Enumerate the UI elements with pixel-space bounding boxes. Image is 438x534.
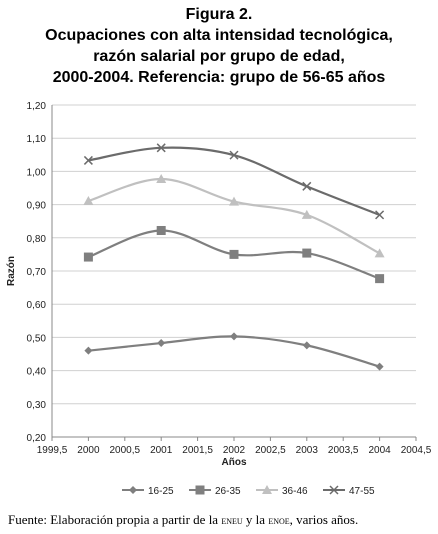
series-line-36-46: [88, 177, 381, 255]
y-tick-label: 0,90: [27, 201, 47, 212]
legend-label-36-46: 36-46: [282, 486, 308, 497]
point-26-35-2004: [375, 274, 385, 284]
y-tick-label: 0,60: [27, 300, 47, 311]
series-markers: [83, 143, 385, 371]
legend-label-16-25: 16-25: [148, 486, 174, 497]
x-tick-label: 2001,5: [182, 445, 213, 456]
x-tick-label: 2003,5: [328, 445, 359, 456]
y-tick-label: 1,20: [27, 101, 47, 112]
y-tick-label: 1,10: [27, 134, 47, 145]
title-line-2: razón salarial por grupo de edad,: [93, 48, 345, 65]
y-tick-label: 0,40: [27, 367, 47, 378]
source-suffix: , varios años.: [289, 512, 359, 527]
point-16-25-2000: [84, 346, 93, 355]
series-line-16-25: [88, 335, 380, 368]
legend-marker-26-35: [195, 485, 205, 495]
legend-marker-36-46: [262, 485, 272, 494]
source-middle: y la: [242, 512, 269, 527]
x-tick-label: 2001: [150, 445, 173, 456]
x-tick-label: 2002: [223, 445, 246, 456]
point-36-46-2000: [83, 195, 94, 205]
x-tick-label: 2004: [368, 445, 391, 456]
point-47-55-2000: [83, 155, 93, 165]
point-36-46-2002: [229, 196, 239, 206]
x-tick-label: 2004,5: [401, 445, 432, 456]
point-47-55-2003: [302, 181, 312, 191]
source-note: Fuente: Elaboración propia a partir de l…: [8, 512, 438, 528]
source-enoe: enoe: [268, 513, 290, 527]
legend-label-47-55: 47-55: [349, 486, 375, 497]
figure-title: Figura 2. Ocupaciones con alta intensida…: [0, 4, 438, 88]
point-36-46-2004: [374, 248, 385, 258]
y-tick-label: 0,20: [27, 433, 47, 444]
x-tick-label: 2003: [296, 445, 319, 456]
point-36-46-2003: [301, 209, 312, 219]
point-26-35-2003: [302, 248, 312, 258]
y-tick-label: 0,70: [27, 267, 47, 278]
point-16-25-2001: [157, 339, 166, 348]
axis-labels: 0,20 0,30 0,40 0,50 0,60 0,70 0,80 0,90 1,00 1,10…: [6, 101, 432, 468]
axes: [51, 105, 417, 441]
legend-marker-47-55: [329, 485, 339, 495]
point-16-25-2003: [302, 341, 311, 350]
legend-marker-16-25: [129, 486, 137, 494]
line-chart: 0,20 0,30 0,40 0,50 0,60 0,70 0,80 0,90 1,00 1,10…: [6, 101, 432, 497]
x-tick-label: 1999,5: [37, 445, 68, 456]
legend-label-26-35: 26-35: [215, 486, 241, 497]
source-prefix: Fuente: Elaboración propia a partir de l…: [8, 512, 222, 527]
point-16-25-2002: [230, 332, 238, 341]
y-tick-label: 0,80: [27, 234, 47, 245]
x-tick-label: 2000,5: [110, 445, 141, 456]
gridlines: [52, 104, 416, 405]
x-tick-label: 2002,5: [255, 445, 286, 456]
point-26-35-2002: [229, 249, 239, 259]
y-axis-title: Razón: [6, 256, 17, 286]
x-axis-title: Años: [222, 457, 247, 468]
y-tick-label: 0,30: [27, 400, 47, 411]
point-26-35-2000: [83, 252, 93, 262]
figure-label: Figura 2.: [185, 6, 253, 23]
point-47-55-2002: [229, 150, 239, 160]
point-16-25-2004: [375, 362, 384, 371]
y-tick-label: 1,00: [27, 167, 47, 178]
point-47-55-2004: [375, 210, 385, 220]
title-line-3: 2000-2004. Referencia: grupo de 56-65 añ…: [52, 69, 386, 86]
source-eneu: eneu: [221, 513, 243, 527]
x-tick-label: 2000: [77, 445, 100, 456]
title-line-1: Ocupaciones con alta intensidad tecnológ…: [45, 27, 393, 44]
point-36-46-2001: [156, 174, 167, 184]
legend: 16-25 26-35 36-46 47-55: [122, 485, 375, 497]
point-47-55-2001: [156, 143, 166, 153]
point-26-35-2001: [156, 225, 166, 235]
y-tick-label: 0,50: [27, 333, 47, 344]
